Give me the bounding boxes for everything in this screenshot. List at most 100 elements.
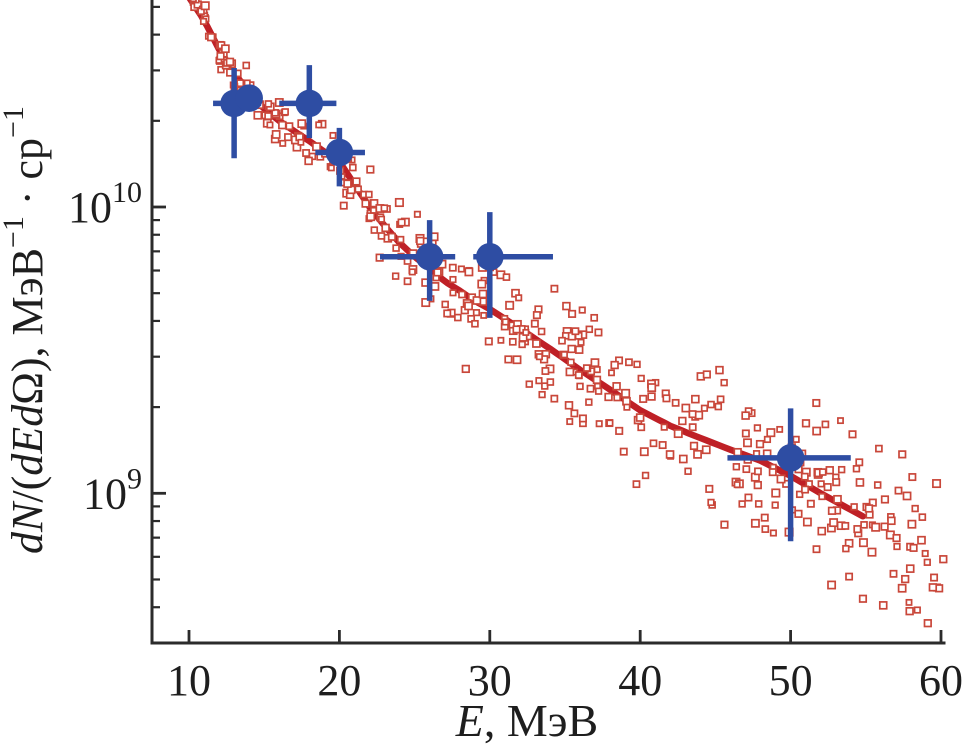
scatter-square xyxy=(242,61,251,70)
scatter-square xyxy=(397,218,406,227)
scatter-square xyxy=(443,309,452,318)
scatter-square xyxy=(637,374,645,383)
scatter-square xyxy=(855,458,864,467)
scatter-square xyxy=(200,1,210,11)
scatter-square xyxy=(550,284,559,293)
scatter-square xyxy=(766,428,776,438)
measured-point xyxy=(473,212,553,318)
scatter-square xyxy=(625,358,633,367)
scatter-square xyxy=(842,544,850,553)
scatter-square xyxy=(396,235,405,244)
scatter-square xyxy=(207,33,216,42)
scatter-square xyxy=(763,435,772,444)
scatter-square xyxy=(271,109,279,117)
scatter-square xyxy=(621,388,631,398)
scatter-square xyxy=(639,447,649,457)
scatter-square xyxy=(478,289,488,299)
scatter-square xyxy=(408,268,416,276)
scatter-square xyxy=(750,518,760,528)
scatter-square xyxy=(512,355,522,365)
scatter-square xyxy=(821,420,830,429)
scatter-square xyxy=(595,420,603,428)
scatter-square xyxy=(639,394,648,403)
scatter-square xyxy=(858,538,868,548)
scatter-square xyxy=(567,344,576,354)
scatter-square xyxy=(841,521,850,530)
scatter-square xyxy=(720,520,729,529)
scatter-square xyxy=(760,513,769,522)
scatter-square xyxy=(608,369,615,377)
scatter-square xyxy=(501,318,510,326)
scatter-square xyxy=(505,300,515,310)
scatter-square xyxy=(613,393,621,402)
y-axis-label: dN/(dEdΩ), МэВ−1 · ср−1 xyxy=(0,106,52,554)
scatter-square xyxy=(464,267,474,277)
scatter-square xyxy=(464,301,473,311)
x-axis-label: E, МэВ xyxy=(455,695,598,746)
scatter-square xyxy=(586,384,595,393)
scatter-square xyxy=(827,506,837,515)
scatter-square xyxy=(720,378,728,387)
scatter-square xyxy=(457,265,465,273)
scatter-square xyxy=(504,355,513,364)
data-point-circle xyxy=(235,84,263,112)
scatter-square xyxy=(776,425,784,433)
scatter-square xyxy=(449,275,457,284)
scatter-square xyxy=(522,328,530,336)
x-tick-label: 40 xyxy=(618,656,662,705)
scatter-square xyxy=(264,112,273,121)
scatter-square xyxy=(871,522,881,532)
scatter-square xyxy=(678,454,688,464)
scatter-square xyxy=(221,44,230,54)
scatter-square xyxy=(623,403,631,411)
scatter-square xyxy=(761,525,770,533)
scatter-square xyxy=(827,580,837,590)
scatter-square xyxy=(430,282,440,291)
x-tick-label: 60 xyxy=(919,656,962,705)
scatter-square xyxy=(278,120,287,130)
scatter-square xyxy=(878,601,888,610)
scatter-square xyxy=(538,390,546,399)
scatter-square xyxy=(855,478,865,487)
scatter-square xyxy=(585,325,594,334)
x-tick-label: 10 xyxy=(167,656,211,705)
scatter-square xyxy=(550,394,559,403)
scatter-square xyxy=(566,418,574,426)
scatter-square xyxy=(800,472,809,481)
scatter-square xyxy=(678,416,687,426)
scatter-square xyxy=(369,199,379,208)
scatter-square xyxy=(606,419,614,427)
scatter-square xyxy=(860,521,868,529)
scatter-square xyxy=(471,319,479,328)
scatter-square xyxy=(637,423,646,432)
x-tick-label: 30 xyxy=(468,656,512,705)
scatter-square xyxy=(812,426,822,436)
scatter-square xyxy=(647,392,656,401)
measured-points xyxy=(213,65,851,542)
scatter-square xyxy=(537,327,546,336)
scatter-square xyxy=(794,509,803,518)
scatter-square xyxy=(658,441,667,450)
scatter-square xyxy=(850,503,858,511)
scatter-square xyxy=(604,392,613,402)
scatter-square xyxy=(585,398,593,406)
scatter-square xyxy=(818,468,827,476)
y-tick-label: 109 xyxy=(83,462,142,518)
scatter-square xyxy=(700,404,709,412)
scatter-square xyxy=(832,478,841,487)
scatter-square xyxy=(343,179,352,188)
scatter-square xyxy=(541,367,550,375)
scatter-square xyxy=(932,479,942,489)
scatter-square xyxy=(771,488,781,498)
scatter-square xyxy=(911,504,919,513)
scatter-square xyxy=(576,382,584,391)
scatter-square xyxy=(532,339,541,348)
scatter-square xyxy=(662,394,671,403)
scatter-square xyxy=(610,360,619,370)
measured-point xyxy=(380,220,456,301)
scatter-square xyxy=(930,573,939,582)
scatter-square xyxy=(421,298,431,308)
scatter-square xyxy=(454,313,462,322)
scatter-square xyxy=(754,467,762,476)
measured-point xyxy=(727,408,851,542)
